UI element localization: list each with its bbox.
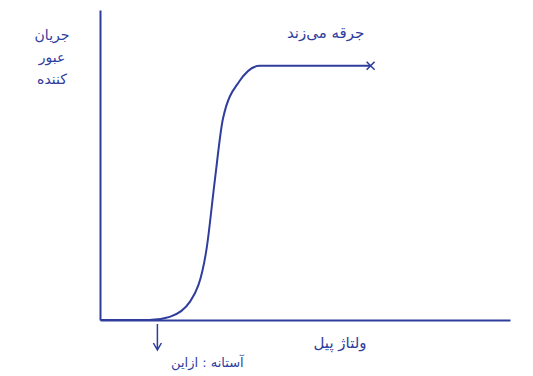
end-marker [367,62,375,70]
annotation: جرقه می‌زند [287,24,364,42]
plot-area [100,66,371,320]
x-axis-title: ولتاژ پیل [314,334,367,353]
chart: جرقه می‌زند جریانعبورکننده ولتاژ پیل آستانه… [0,0,533,376]
axis-line [100,11,102,321]
threshold-label: آستانه : ازاین [171,354,245,371]
x-axis [101,320,511,321]
y-axis-title: جریانعبورکننده [35,27,70,87]
curve [100,66,371,320]
y-axis [100,11,101,321]
threshold-arrow [153,324,161,350]
